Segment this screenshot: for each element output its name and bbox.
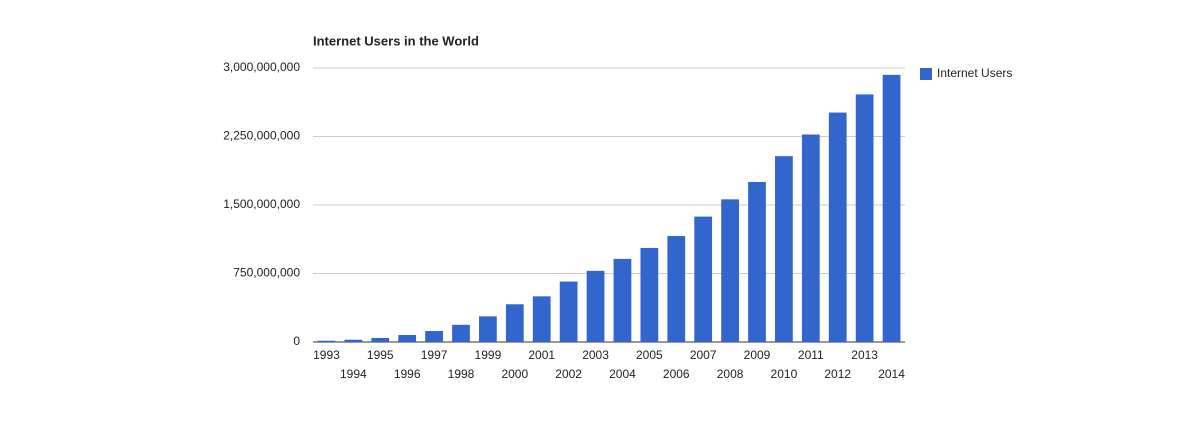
x-tick-label: 2011 xyxy=(798,348,824,362)
x-tick-label: 1995 xyxy=(367,348,394,362)
x-tick-label: 2006 xyxy=(663,367,690,381)
x-tick-label: 2002 xyxy=(555,367,582,381)
x-tick-label: 2014 xyxy=(878,367,905,381)
chart-title: Internet Users in the World xyxy=(313,33,479,48)
bar xyxy=(586,270,605,342)
y-tick-label: 2,250,000,000 xyxy=(223,129,300,143)
x-tick-label: 1993 xyxy=(313,348,340,362)
bar xyxy=(344,339,363,342)
x-tick-label: 2013 xyxy=(851,348,878,362)
x-tick-label: 2000 xyxy=(501,367,528,381)
y-tick-label: 3,000,000,000 xyxy=(223,60,300,74)
bar xyxy=(452,324,470,342)
bar xyxy=(479,316,497,342)
bar xyxy=(317,340,336,342)
x-tick-label: 2007 xyxy=(690,348,717,362)
bar xyxy=(855,94,874,343)
legend-label: Internet Users xyxy=(937,66,1012,80)
legend-swatch xyxy=(920,68,932,80)
x-tick-label: 2003 xyxy=(582,348,609,362)
x-tick-label: 1996 xyxy=(394,367,421,381)
bar xyxy=(398,334,417,342)
bar xyxy=(828,112,847,342)
bar xyxy=(667,236,686,342)
bar xyxy=(371,337,390,342)
bar xyxy=(532,296,551,342)
x-tick-label: 2004 xyxy=(609,367,636,381)
bar xyxy=(775,156,793,342)
y-tick-label: 1,500,000,000 xyxy=(223,197,300,211)
bar xyxy=(613,258,632,342)
x-tick-label: 2005 xyxy=(636,348,663,362)
bar xyxy=(694,216,713,342)
bar xyxy=(640,247,659,342)
bar xyxy=(801,134,820,342)
x-tick-label: 2009 xyxy=(744,348,771,362)
x-tick-label: 2012 xyxy=(824,367,851,381)
x-tick-label: 2001 xyxy=(528,348,555,362)
bar xyxy=(425,331,443,342)
x-tick-label: 1999 xyxy=(475,348,502,362)
x-tick-label: 2008 xyxy=(717,367,744,381)
x-tick-label: 2010 xyxy=(771,367,798,381)
bar xyxy=(559,281,578,342)
y-tick-label: 0 xyxy=(293,334,300,348)
x-tick-label: 1998 xyxy=(448,367,475,381)
bar xyxy=(748,181,766,342)
x-tick-label: 1994 xyxy=(340,367,367,381)
x-tick-label: 1997 xyxy=(421,348,448,362)
bar xyxy=(721,199,739,342)
bar xyxy=(882,74,901,342)
bar xyxy=(505,304,524,342)
y-tick-label: 750,000,000 xyxy=(233,266,300,280)
